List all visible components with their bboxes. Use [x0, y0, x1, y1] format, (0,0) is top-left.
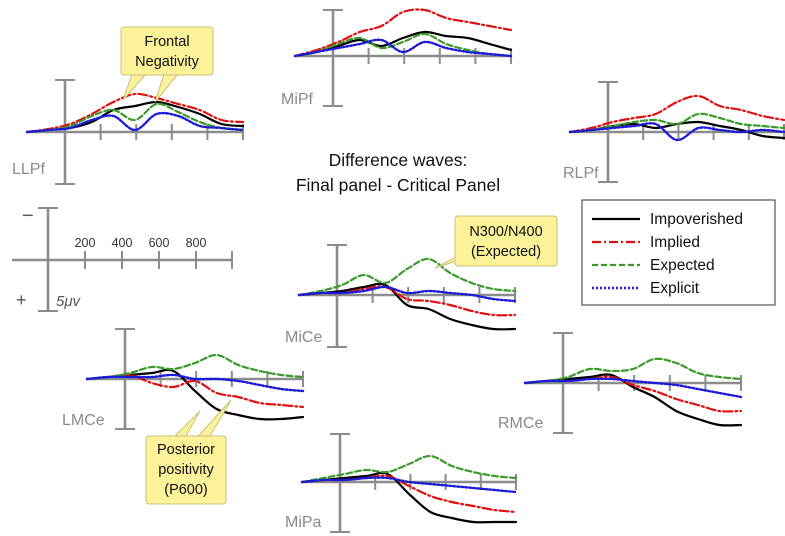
title-line-1: Difference waves: — [329, 150, 468, 170]
panel-rlpf-wave-explicit — [568, 122, 785, 142]
panel-rlpf-label: RLPf — [563, 165, 599, 182]
scale-label-200: 200 — [75, 236, 96, 250]
panel-mipf-label: MiPf — [281, 91, 314, 108]
panel-llpf-wave-implied — [25, 92, 245, 134]
panel-rmce-wave-expected — [523, 357, 743, 385]
panel-rmce-label: RMCe — [498, 415, 543, 432]
callout-frontal-pointer-left — [122, 73, 148, 101]
legend: Impoverished Implied Expected Explicit — [581, 199, 776, 306]
panel-rlpf: RLPf — [563, 81, 785, 183]
callout-frontal-pointer-right — [154, 73, 180, 103]
scale-label-600: 600 — [149, 236, 170, 250]
panel-mice: MiCe — [285, 244, 517, 348]
scale-label-800: 800 — [186, 236, 207, 250]
callout-frontal-line-2: Negativity — [135, 54, 199, 70]
legend-box — [581, 199, 776, 306]
callout-posterior: Posterior positivity (P600) — [145, 399, 232, 505]
title-line-2: Final panel - Critical Panel — [296, 175, 500, 195]
panel-rmce-wave-explicit — [523, 377, 743, 399]
scale-positive-sign: + — [16, 290, 27, 310]
callout-frontal-box — [120, 26, 214, 76]
panel-rlpf-wave-implied — [568, 94, 785, 134]
callout-posterior-line-1: Posterior — [157, 442, 215, 458]
panel-lmce-label: LMCe — [62, 412, 105, 429]
panel-mice-wave-expected — [297, 257, 517, 297]
legend-label-impoverished: Impoverished — [650, 211, 743, 228]
panel-mipa-label: MiPa — [285, 514, 322, 531]
scale-amplitude-label: 5μv — [56, 293, 82, 310]
panel-mice-label: MiCe — [285, 329, 322, 346]
panel-mipf: MiPf — [281, 8, 513, 108]
callout-frontal-negativity: Frontal Negativity — [120, 26, 214, 103]
panel-rmce: RMCe — [498, 332, 743, 434]
panel-llpf-wave-explicit — [25, 111, 245, 134]
scale-negative-sign: − — [22, 205, 34, 227]
panel-mipa-wave-impoverished — [300, 471, 518, 524]
electrode-panels: LLPf MiPf RLPf MiCe LMCe RMCe MiPa — [12, 8, 785, 533]
callout-n300-line-2: (Expected) — [471, 244, 541, 260]
legend-label-implied: Implied — [650, 234, 700, 251]
callout-posterior-line-3: (P600) — [164, 482, 208, 498]
panel-llpf: LLPf — [12, 79, 245, 185]
panel-llpf-wave-expected — [25, 102, 245, 134]
panel-mipf-wave-implied — [293, 8, 513, 58]
panel-lmce-wave-explicit — [85, 373, 305, 393]
panel-mipa: MiPa — [285, 433, 518, 533]
callout-n300-line-1: N300/N400 — [469, 224, 542, 240]
panel-mipf-wave-impoverished — [293, 30, 513, 58]
legend-label-explicit: Explicit — [650, 280, 700, 297]
panel-rlpf-wave-expected — [568, 112, 785, 134]
callout-posterior-line-2: positivity — [158, 462, 214, 478]
panel-mice-wave-implied — [297, 285, 517, 317]
panel-mipa-wave-explicit — [300, 476, 518, 494]
panel-mipa-wave-expected — [300, 454, 518, 484]
panel-mice-wave-impoverished — [297, 282, 517, 331]
callout-n300-box — [454, 215, 558, 267]
callout-n300: N300/N400 (Expected) — [434, 215, 558, 269]
panel-mipf-wave-explicit — [293, 38, 513, 58]
callout-frontal-line-1: Frontal — [144, 34, 189, 50]
legend-label-expected: Expected — [650, 257, 715, 274]
callout-posterior-box — [145, 435, 227, 505]
scale-bar: − + 200 400 600 800 5μv — [12, 205, 233, 312]
panel-lmce: LMCe — [62, 328, 305, 430]
panel-llpf-label: LLPf — [12, 161, 45, 178]
panel-lmce-wave-expected — [85, 353, 305, 381]
panel-mice-wave-explicit — [297, 285, 517, 303]
scale-label-400: 400 — [112, 236, 133, 250]
panel-mipf-wave-expected — [293, 32, 513, 58]
